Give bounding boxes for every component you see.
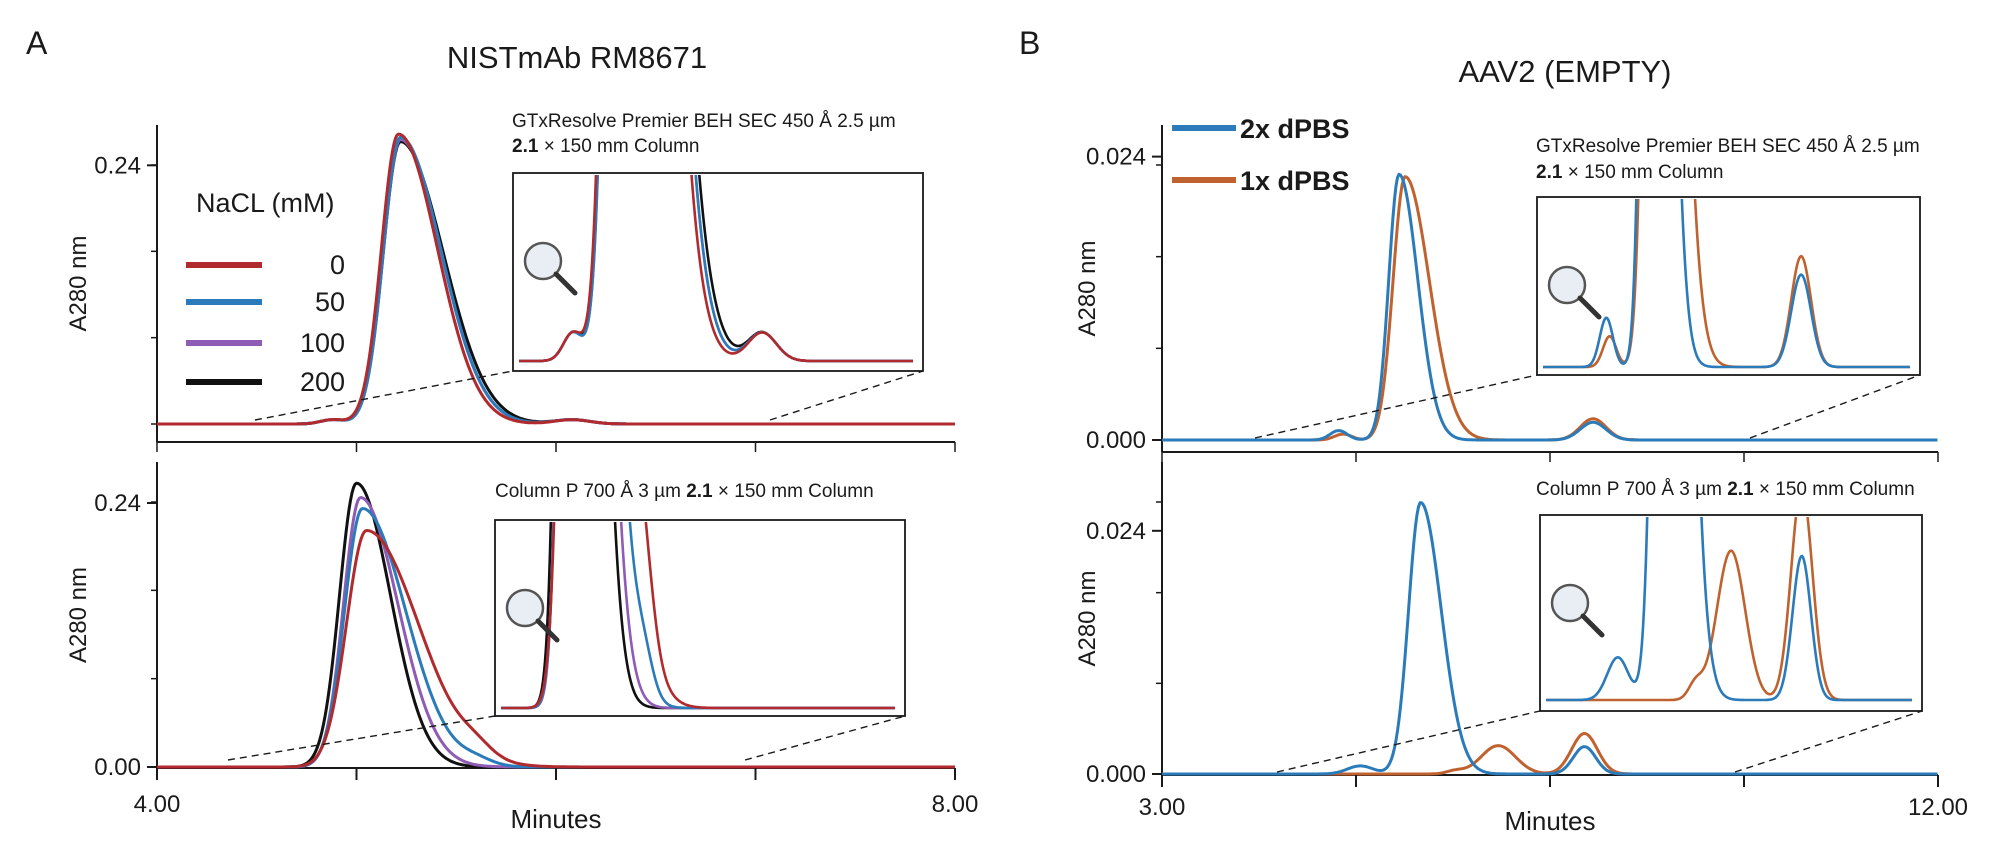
magnifier-lens xyxy=(1547,265,1587,305)
y-tick-label: 0.24 xyxy=(94,490,141,517)
panel-label-b: B xyxy=(1019,25,1040,61)
column-label-rest: × 150 mm Column xyxy=(1754,479,1915,500)
y-tick-label: 0.000 xyxy=(1086,427,1146,454)
column-label-bold: 2.1 xyxy=(1536,162,1563,183)
magnifier-icon xyxy=(1547,265,1602,320)
zoom-guide-line xyxy=(1734,710,1923,773)
zoom-inset-box xyxy=(1539,514,1923,712)
subplot-a-top: 0.24 A280 nm GTxResolve Premier BEH SEC 45… xyxy=(65,111,955,443)
legend-title: NaCL (mM) xyxy=(196,188,335,218)
zoom-inset-traces xyxy=(1546,517,1912,702)
plot-layer: 0.24 A280 nm GTxResolve Premier BEH SEC 45… xyxy=(65,111,1968,836)
column-label-line1: GTxResolve Premier BEH SEC 450 Å 2.5 µm xyxy=(512,111,896,132)
inset-line-2x-dPBS xyxy=(1543,199,1910,369)
column-label-rest: × 150 mm Column xyxy=(1562,162,1723,183)
x-tick-label: 4.00 xyxy=(134,791,181,818)
legend-label: 1x dPBS xyxy=(1240,166,1350,196)
zoom-inset-traces xyxy=(519,175,913,363)
zoom-inset-box xyxy=(1536,196,1921,376)
y-axis-label: A280 nm xyxy=(65,567,92,663)
zoom-guide-line xyxy=(1276,710,1541,773)
magnifier-handle xyxy=(535,618,560,643)
column-label-line2: 2.1 × 150 mm Column xyxy=(512,136,699,157)
x-tick-label: 8.00 xyxy=(932,791,979,818)
series-line-2x-dPBS xyxy=(1162,172,1938,442)
magnifier-icon xyxy=(1550,583,1605,638)
legend-label: 0 xyxy=(330,250,345,280)
x-axis-label: Minutes xyxy=(1504,806,1595,836)
series-line-1x-dPBS xyxy=(1162,732,1938,776)
column-label-bold: 2.1 xyxy=(686,481,713,502)
y-tick-label: 0.24 xyxy=(94,152,141,179)
magnifier-handle xyxy=(1577,295,1602,320)
y-axis-label: A280 nm xyxy=(65,235,92,331)
magnifier-icon xyxy=(523,241,578,296)
legend-label: 200 xyxy=(300,367,345,397)
column-label-rest: × 150 mm Column xyxy=(538,136,699,157)
column-label-pre: Column P 700 Å 3 µm xyxy=(495,481,686,502)
magnifier-lens xyxy=(1550,583,1590,623)
magnifier-handle xyxy=(553,271,578,296)
y-axis-label: A280 nm xyxy=(1074,240,1101,336)
column-label-bold: 2.1 xyxy=(512,136,539,157)
series-line-2x-dPBS xyxy=(1162,501,1938,776)
subplot-b-bottom: 0.000 0.024 A280 nm Column P 700 Å 3 µm 2.1… xyxy=(1074,462,1938,788)
inset-line-0 xyxy=(519,175,913,363)
zoom-guide-line xyxy=(254,370,514,421)
column-label: Column P 700 Å 3 µm 2.1 × 150 mm Column xyxy=(1536,479,1915,500)
series-line-0 xyxy=(157,132,955,426)
y-tick-label: 0.000 xyxy=(1086,761,1146,788)
y-tick-label: 0.00 xyxy=(94,754,141,781)
subplot-a-bottom: 0.00 0.24 A280 nm Column P 700 Å 3 µm 2.1 ×… xyxy=(65,462,955,781)
inset-line-2x-dPBS xyxy=(1546,517,1912,702)
legend-label: 2x dPBS xyxy=(1240,114,1350,144)
column-label-line2: 2.1 × 150 mm Column xyxy=(1536,162,1723,183)
inset-line-0 xyxy=(501,522,895,710)
legend-label: 100 xyxy=(300,328,345,358)
zoom-inset-box xyxy=(494,519,906,717)
y-tick-label: 0.024 xyxy=(1086,144,1146,171)
magnifier-lens xyxy=(505,588,545,628)
subplot-b-top: 0.000 0.024 A280 nm GTxResolve Premier BEH … xyxy=(1074,125,1938,454)
series-line-0 xyxy=(157,529,955,769)
x-axis-label: Minutes xyxy=(510,804,601,834)
zoom-guide-line xyxy=(1254,374,1538,439)
magnifier-icon xyxy=(505,588,560,643)
legend-label: 50 xyxy=(315,287,345,317)
zoom-guide-line xyxy=(769,370,924,421)
column-label-bold: 2.1 xyxy=(1727,479,1754,500)
y-tick-label: 0.024 xyxy=(1086,518,1146,545)
chart-title-a: NISTmAb RM8671 xyxy=(447,40,707,75)
magnifier-handle xyxy=(1580,613,1605,638)
column-label-pre: Column P 700 Å 3 µm xyxy=(1536,479,1727,500)
chart-title-b: AAV2 (EMPTY) xyxy=(1458,54,1671,89)
zoom-inset-traces xyxy=(1543,199,1910,369)
panel-label-a: A xyxy=(26,25,48,61)
zoom-guide-line xyxy=(744,715,906,761)
x-tick-label: 12.00 xyxy=(1908,794,1968,821)
x-tick-label: 3.00 xyxy=(1139,794,1186,821)
zoom-guide-line xyxy=(1749,374,1921,439)
magnifier-lens xyxy=(523,241,563,281)
column-label: Column P 700 Å 3 µm 2.1 × 150 mm Column xyxy=(495,481,874,502)
zoom-guide-line xyxy=(227,715,496,761)
zoom-inset-traces xyxy=(501,522,895,710)
y-axis-label: A280 nm xyxy=(1074,570,1101,666)
column-label-rest: × 150 mm Column xyxy=(713,481,874,502)
column-label-line1: GTxResolve Premier BEH SEC 450 Å 2.5 µm xyxy=(1536,136,1920,157)
